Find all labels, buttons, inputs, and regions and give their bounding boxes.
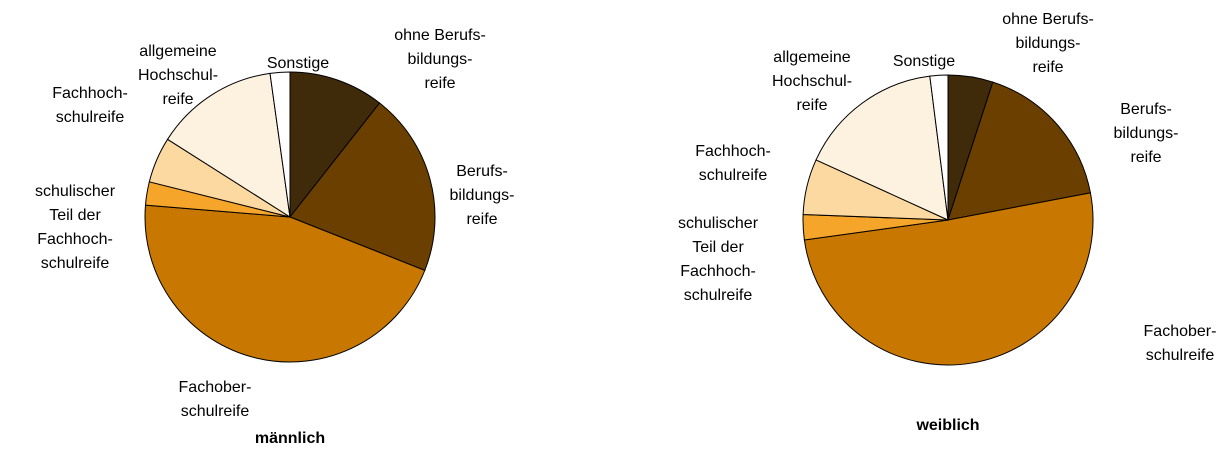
slice-label: Fachober-schulreife bbox=[1144, 323, 1217, 364]
slice-label: Sonstige bbox=[893, 53, 955, 70]
slice-label: Fachhoch-schulreife bbox=[52, 85, 128, 126]
pie-slice bbox=[289, 102, 436, 272]
slice-label: schulischer Teil der Fachhoch-schulreife bbox=[35, 183, 116, 272]
pie-slice bbox=[166, 72, 291, 219]
chart-title: weiblich bbox=[915, 417, 979, 434]
slice-label: Berufs-bildungs-reife bbox=[450, 163, 515, 228]
pie-slice bbox=[815, 75, 949, 221]
slice-label: Fachhoch-schulreife bbox=[695, 143, 771, 184]
slice-label: ohne Berufs-bildungs-reife bbox=[394, 27, 486, 92]
pie-slice bbox=[929, 74, 949, 221]
slice-label: Sonstige bbox=[267, 55, 329, 72]
slice-label: ohne Berufs-bildungs-reife bbox=[1002, 11, 1094, 76]
chart-title: männlich bbox=[255, 430, 325, 447]
pie-slice bbox=[289, 71, 381, 219]
slice-label: Fachober-schulreife bbox=[179, 379, 252, 420]
pie-slice bbox=[144, 204, 426, 363]
slice-label: allgemeine Hochschul-reife bbox=[138, 43, 218, 108]
slice-label: Berufs-bildungs-reife bbox=[1114, 101, 1179, 166]
slice-label: allgemeine Hochschul-reife bbox=[772, 49, 852, 114]
pie-slice bbox=[803, 192, 1094, 366]
slice-label: schulischer Teil der Fachhoch-schulreife bbox=[678, 215, 759, 304]
pie-slice bbox=[947, 81, 1092, 221]
pie-slice bbox=[269, 71, 291, 218]
